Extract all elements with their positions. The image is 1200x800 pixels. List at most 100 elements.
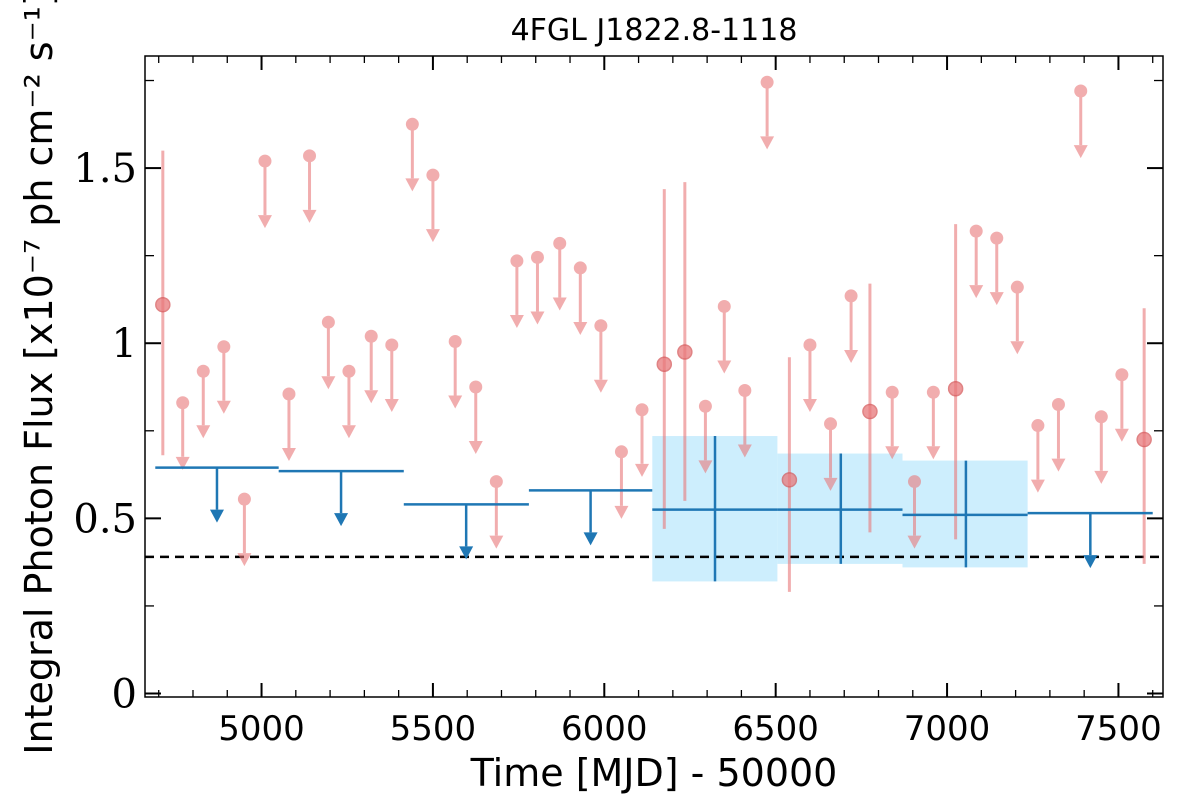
short-bin-upper-limit xyxy=(405,117,420,192)
short-bin-detection xyxy=(862,283,878,533)
chart-title: 4FGL J1822.8-1118 xyxy=(511,13,798,48)
y-tick-label: 1.5 xyxy=(73,146,137,192)
axes-frame xyxy=(144,55,1164,698)
short-bin-upper-limit xyxy=(614,445,629,519)
short-bin-upper-limit xyxy=(468,380,483,455)
upper-limit-marker xyxy=(469,380,483,394)
upper-limit-marker xyxy=(237,492,251,506)
short-bin-upper-limit xyxy=(1030,419,1045,493)
upper-limit-arrow xyxy=(823,477,838,491)
upper-limit-marker xyxy=(553,236,567,250)
upper-limit-marker xyxy=(510,254,524,268)
upper-limit-arrow xyxy=(1051,458,1066,472)
detection-marker xyxy=(862,403,878,420)
upper-limit-arrow xyxy=(885,446,900,460)
short-bin-detection xyxy=(781,357,798,592)
short-bin-upper-limit xyxy=(509,254,524,328)
upper-limit-arrow xyxy=(341,425,356,439)
upper-limit-marker xyxy=(760,75,774,89)
detection-marker xyxy=(155,296,171,313)
long-bin-series xyxy=(155,436,1153,582)
upper-limit-arrow xyxy=(802,399,817,413)
short-bin-upper-limit xyxy=(302,149,317,223)
upper-limit-marker xyxy=(176,396,190,410)
upper-limit-marker xyxy=(803,338,817,352)
y-tick-label: 0.5 xyxy=(73,496,137,542)
short-bin-upper-limit xyxy=(593,319,608,393)
short-bin-detection xyxy=(1136,308,1152,564)
upper-limit-arrow xyxy=(302,209,317,223)
short-bin-detection xyxy=(677,182,693,501)
short-bin-detection xyxy=(155,150,171,456)
upper-limit-marker xyxy=(282,387,296,401)
upper-limit-arrow xyxy=(405,178,420,192)
y-axis-label: Integral Photon Flux [x10⁻⁷ ph cm⁻² s⁻¹] xyxy=(17,0,61,755)
upper-limit-arrow xyxy=(334,513,349,527)
detection-marker xyxy=(947,381,964,397)
upper-limit-arrow xyxy=(760,136,775,150)
upper-limit-marker xyxy=(698,399,712,413)
upper-limit-marker xyxy=(1010,280,1024,294)
upper-limit-marker xyxy=(385,338,399,352)
upper-limit-marker xyxy=(489,475,503,489)
upper-limit-marker xyxy=(614,445,628,459)
upper-limit-arrow xyxy=(844,349,859,363)
x-axis-label: Time [MJD] - 50000 xyxy=(470,751,838,795)
upper-limit-marker xyxy=(364,329,378,343)
upper-limit-marker xyxy=(926,385,940,399)
long-bin-detection xyxy=(777,453,903,564)
upper-limit-arrow xyxy=(717,360,732,374)
upper-limit-arrow xyxy=(196,425,211,439)
upper-limit-arrow xyxy=(425,229,440,243)
short-bin-upper-limit xyxy=(196,364,211,439)
short-bin-upper-limit xyxy=(823,417,838,491)
upper-limit-marker xyxy=(1051,398,1065,412)
upper-limit-arrow xyxy=(384,399,399,413)
upper-limit-marker xyxy=(738,384,752,398)
x-tick-label: 7500 xyxy=(1075,709,1162,749)
short-bin-upper-limit xyxy=(573,261,588,335)
upper-limit-marker xyxy=(530,250,544,264)
upper-limit-arrow xyxy=(926,446,941,460)
upper-limit-arrow xyxy=(216,400,231,414)
upper-limit-arrow xyxy=(737,444,752,458)
upper-limit-marker xyxy=(885,385,899,399)
short-bin-upper-limit xyxy=(448,334,463,409)
short-bin-upper-limit xyxy=(907,475,922,549)
x-tick-label: 5500 xyxy=(390,709,477,749)
long-bin-upper-limit xyxy=(278,469,404,527)
short-bin-upper-limit xyxy=(698,399,713,474)
upper-limit-marker xyxy=(1094,410,1108,424)
long-bin-upper-limit xyxy=(528,489,653,546)
upper-limit-arrow xyxy=(489,535,504,549)
upper-limit-arrow xyxy=(635,463,650,477)
short-bin-upper-limit xyxy=(364,329,379,404)
upper-limit-marker xyxy=(405,117,419,131)
short-bin-upper-limit xyxy=(552,236,567,311)
upper-limit-arrow xyxy=(209,509,224,523)
upper-limit-arrow xyxy=(1030,479,1045,493)
short-bin-upper-limit xyxy=(844,289,859,363)
upper-limit-marker xyxy=(321,315,335,329)
upper-limit-marker xyxy=(426,168,440,182)
short-bin-upper-limit xyxy=(760,75,775,150)
detection-marker xyxy=(781,472,798,488)
upper-limit-arrow xyxy=(1083,555,1098,569)
upper-limit-marker xyxy=(907,475,921,489)
short-bin-upper-limit xyxy=(635,403,650,477)
short-bin-upper-limit xyxy=(802,338,817,413)
short-bin-detection xyxy=(947,224,964,540)
upper-limit-marker xyxy=(342,364,356,378)
short-bin-upper-limit xyxy=(237,492,252,567)
axes: 5000 5500 6000 6500 7000 7500 0 0.5 1 1.5 xyxy=(73,55,1164,749)
short-bin-upper-limit xyxy=(530,250,545,325)
short-bin-upper-limit xyxy=(341,364,356,439)
upper-limit-arrow xyxy=(698,460,713,474)
short-bin-upper-limit xyxy=(989,231,1004,306)
upper-limit-marker xyxy=(217,340,231,354)
upper-limit-marker xyxy=(1031,419,1045,433)
short-bin-upper-limit xyxy=(885,385,900,460)
long-bin-detection xyxy=(652,436,778,582)
detection-marker xyxy=(656,356,673,372)
short-bin-upper-limit xyxy=(1114,368,1129,442)
